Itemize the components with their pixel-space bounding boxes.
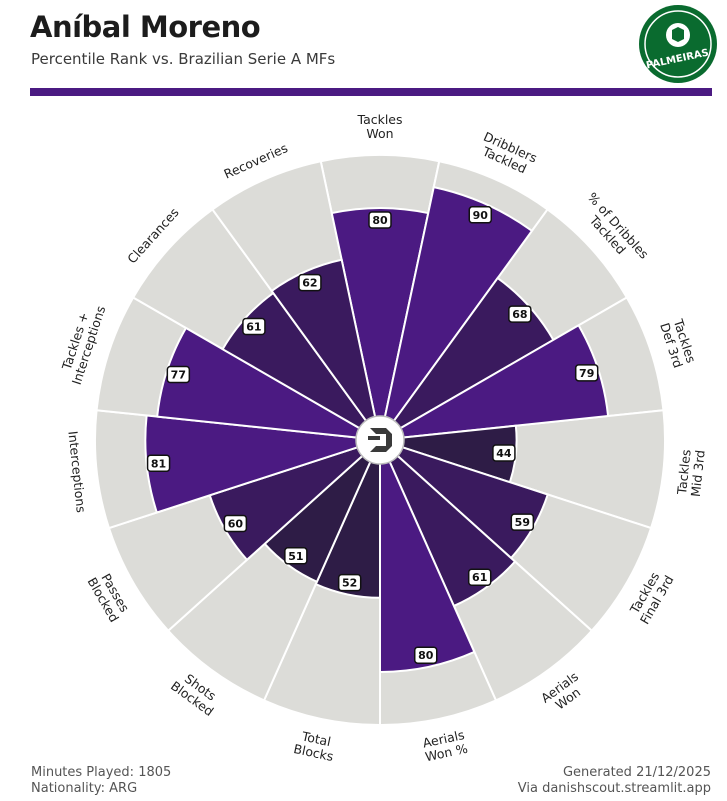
category-label: DribblersTackled xyxy=(476,129,540,179)
value-label-box xyxy=(284,547,308,565)
category-label: TacklesDef 3rd xyxy=(657,316,699,369)
value-labels: 80 90 68 79 44 59 61 80 52 51 60 81 77 61 62 xyxy=(146,206,599,664)
value-label: 81 xyxy=(146,454,171,473)
value-label-box xyxy=(492,444,516,462)
value-label-box xyxy=(368,211,392,229)
value-label-text: 61 xyxy=(246,320,261,333)
nationality: Nationality: ARG xyxy=(31,780,137,798)
value-label-box xyxy=(242,317,266,336)
category-label: TotalBlocks xyxy=(292,727,337,764)
value-label: 77 xyxy=(166,365,191,384)
value-label-text: 77 xyxy=(171,368,186,381)
value-label-text: 44 xyxy=(496,447,512,460)
value-label-box xyxy=(510,513,535,531)
category-label-line: Tackles xyxy=(356,112,402,127)
category-label: Interceptions xyxy=(65,430,88,513)
value-label-text: 90 xyxy=(473,209,489,222)
category-label: AerialsWon % xyxy=(421,727,469,764)
value-label: 90 xyxy=(468,206,493,224)
category-label-line: Interceptions xyxy=(65,430,88,513)
value-label-box xyxy=(413,646,438,664)
scout-logo-icon xyxy=(368,428,392,452)
player-name: Aníbal Moreno xyxy=(30,10,261,44)
category-label-line: Mid 3rd xyxy=(688,449,708,497)
value-label-box xyxy=(508,305,532,323)
nationality-label: Nationality: xyxy=(31,781,106,796)
value-label: 68 xyxy=(508,305,532,323)
category-label: Tackles +Interceptions xyxy=(55,300,108,387)
badge-shield-icon xyxy=(672,27,684,42)
source-credit: Via danishscout.streamlit.app xyxy=(517,781,711,796)
category-label-line: Tackles xyxy=(674,449,694,496)
category-label-line: Won xyxy=(366,126,393,141)
value-label-text: 80 xyxy=(418,649,434,662)
value-label: 52 xyxy=(337,573,362,592)
value-label-text: 61 xyxy=(472,571,487,584)
value-label: 80 xyxy=(413,646,438,664)
generated-date: Generated 21/12/2025 xyxy=(563,764,711,782)
value-label-box xyxy=(223,514,248,533)
value-label-text: 59 xyxy=(515,516,530,529)
value-label-box xyxy=(467,568,492,586)
center-logo xyxy=(355,415,405,465)
value-label: 62 xyxy=(298,273,322,292)
value-label: 59 xyxy=(510,513,535,531)
category-label: AerialsWon xyxy=(538,669,589,717)
value-label-text: 68 xyxy=(512,308,527,321)
value-label-box xyxy=(166,365,191,384)
value-label-text: 51 xyxy=(288,550,303,563)
category-label: TacklesFinal 3rd xyxy=(625,566,677,627)
category-label: ShotsBlocked xyxy=(168,667,225,719)
value-label-box xyxy=(298,273,322,292)
header-divider xyxy=(30,88,712,96)
generated-value: 21/12/2025 xyxy=(636,765,711,780)
minutes-played: Minutes Played: 1805 xyxy=(31,764,171,782)
badge-inner-ring xyxy=(644,10,712,78)
club-badge: PALMEIRAS xyxy=(639,5,717,83)
value-label: 44 xyxy=(492,444,516,462)
value-label-box xyxy=(574,364,599,382)
value-label-box xyxy=(468,206,493,224)
minutes-value: 1805 xyxy=(138,765,172,780)
value-label: 60 xyxy=(223,514,248,533)
value-label-box xyxy=(146,454,171,473)
value-label-text: 80 xyxy=(372,214,388,227)
value-label: 61 xyxy=(242,317,266,336)
value-label-text: 79 xyxy=(579,367,594,380)
minutes-label: Minutes Played: xyxy=(31,765,135,780)
nationality-value: ARG xyxy=(109,781,138,796)
chart-subtitle: Percentile Rank vs. Brazilian Serie A MF… xyxy=(31,50,336,68)
category-label-line: Total xyxy=(300,728,333,749)
value-label-text: 52 xyxy=(342,577,357,590)
value-label: 79 xyxy=(574,364,599,382)
value-label: 80 xyxy=(368,211,392,229)
value-label: 51 xyxy=(284,547,308,565)
category-label: TacklesMid 3rd xyxy=(674,448,708,498)
category-label: PassesBlocked xyxy=(85,568,135,625)
generated-label: Generated xyxy=(562,765,632,780)
value-label: 61 xyxy=(467,568,492,586)
value-label-box xyxy=(337,573,362,592)
value-label-text: 60 xyxy=(228,518,244,531)
value-label-text: 81 xyxy=(151,457,166,470)
category-label: Tackles Won xyxy=(356,112,402,141)
value-label-text: 62 xyxy=(302,277,317,290)
